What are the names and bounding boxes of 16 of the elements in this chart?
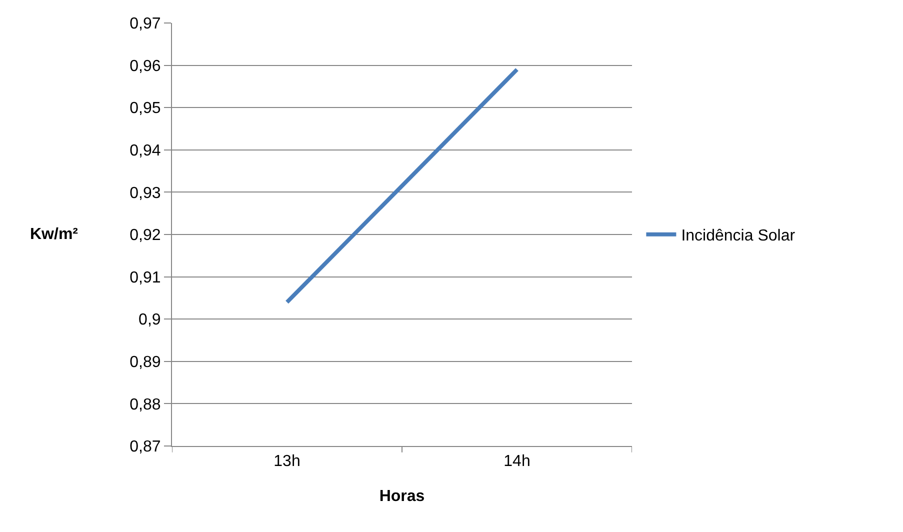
y-tick-label: 0,91 — [130, 269, 161, 286]
x-tick-label: 14h — [504, 453, 530, 470]
y-tick-label: 0,97 — [130, 16, 161, 33]
y-tick-label: 0,94 — [130, 142, 161, 160]
legend-label: Incidência Solar — [681, 228, 796, 245]
y-tick-label: 0,9 — [138, 312, 161, 329]
x-axis-title: Horas — [379, 488, 425, 505]
y-tick-label: 0,93 — [130, 184, 161, 202]
y-tick-label: 0,96 — [130, 58, 161, 75]
y-axis-title: Kw/m² — [30, 226, 78, 243]
y-tick-label: 0,95 — [130, 100, 161, 118]
y-tick-label: 0,92 — [130, 227, 161, 244]
y-tick-label: 0,89 — [130, 354, 161, 371]
y-tick-label: 0,88 — [130, 396, 161, 414]
x-tick-label: 13h — [274, 453, 300, 470]
y-tick-label: 0,87 — [130, 438, 161, 456]
